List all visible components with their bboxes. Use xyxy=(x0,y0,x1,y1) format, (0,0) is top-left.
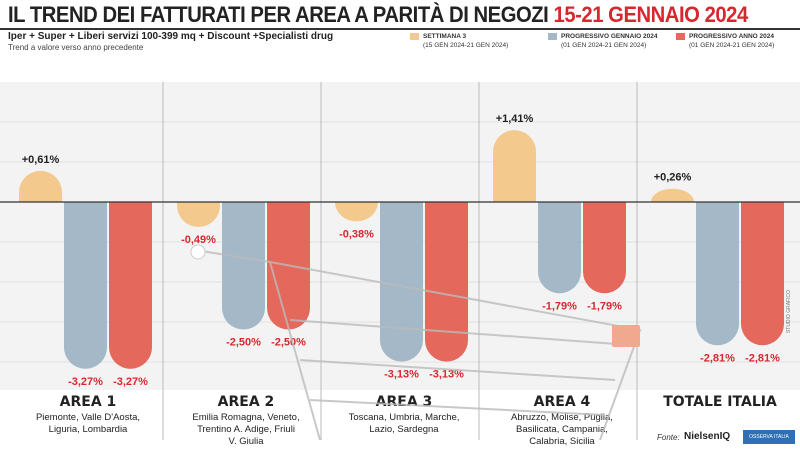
legend-label: PROGRESSIVO GENNAIO 2024 xyxy=(561,33,658,40)
category-label: AREA 3 xyxy=(376,394,433,410)
category-detail: Lazio, Sardegna xyxy=(369,424,439,435)
legend-label: PROGRESSIVO ANNO 2024 xyxy=(689,33,775,40)
bar xyxy=(335,202,378,222)
legend-swatch xyxy=(410,32,419,40)
data-label: -2,81% xyxy=(745,352,780,364)
chart-title: IL TREND DEI FATTURATI PER AREA A PARITÀ… xyxy=(8,2,748,28)
title-date: 15-21 GENNAIO 2024 xyxy=(553,2,749,27)
legend-label: SETTIMANA 3 xyxy=(423,33,467,40)
legend-swatch xyxy=(676,32,685,40)
data-label: -3,27% xyxy=(113,376,148,388)
bar xyxy=(109,202,152,369)
data-label: -2,50% xyxy=(271,337,306,349)
bar-chart: +0,61% -3,27% -3,27% AREA 1 Piemonte, Valle … xyxy=(0,82,800,447)
bar xyxy=(380,202,423,362)
title-text: IL TREND DEI FATTURATI PER AREA A PARITÀ… xyxy=(8,2,549,27)
data-label: -2,81% xyxy=(700,352,735,364)
title-rule xyxy=(0,28,800,30)
bar xyxy=(177,202,220,227)
data-label: +1,41% xyxy=(496,113,534,125)
category-detail: Calabria, Sicilia xyxy=(529,436,595,447)
shopping-cart-icon xyxy=(194,249,642,441)
nielseniq-logo: NielsenIQ xyxy=(684,431,731,442)
bar xyxy=(222,202,265,330)
bar xyxy=(538,202,581,294)
data-label: -3,13% xyxy=(429,369,464,381)
legend-period: (01 GEN 2024-21 GEN 2024) xyxy=(561,42,647,49)
category-detail: Abruzzo, Molise, Puglia, xyxy=(511,412,613,423)
data-label: -3,27% xyxy=(68,376,103,388)
legend-period: (01 GEN 2024-21 GEN 2024) xyxy=(689,42,775,49)
subtitle: Iper + Super + Liberi servizi 100-399 mq… xyxy=(8,31,334,42)
note: Trend a valore verso anno precedente xyxy=(8,43,144,52)
source-label: Fonte: xyxy=(657,433,680,442)
bar xyxy=(583,202,626,294)
bar xyxy=(696,202,739,346)
bar xyxy=(64,202,107,369)
category-label: AREA 2 xyxy=(218,394,275,410)
data-label: -1,79% xyxy=(587,300,622,312)
data-label: -0,38% xyxy=(339,228,374,240)
category-label: AREA 1 xyxy=(60,394,117,410)
bar xyxy=(425,202,468,362)
category-detail: Emilia Romagna, Veneto, xyxy=(192,412,299,423)
bar xyxy=(651,188,694,202)
category-detail: Toscana, Umbria, Marche, xyxy=(349,412,460,423)
category-detail: Liguria, Lombardia xyxy=(49,424,128,435)
data-label: -3,13% xyxy=(384,369,419,381)
data-label: -1,79% xyxy=(542,300,577,312)
category-label: AREA 4 xyxy=(534,394,591,410)
data-label: -0,49% xyxy=(181,234,216,246)
category-label: TOTALE ITALIA xyxy=(663,394,777,410)
cart-handle xyxy=(612,325,640,347)
osserva-italia-logo: OSSERVA ITALIA xyxy=(743,430,795,444)
bar xyxy=(493,130,536,202)
legend-item-0: SETTIMANA 3 (15 GEN 2024-21 GEN 2024) xyxy=(410,32,508,50)
legend-period: (15 GEN 2024-21 GEN 2024) xyxy=(423,42,509,49)
category-detail: Trentino A. Adige, Friuli xyxy=(197,424,295,435)
bar xyxy=(741,202,784,346)
legend-item-1: PROGRESSIVO GENNAIO 2024 (01 GEN 2024-21 … xyxy=(548,32,657,50)
category-detail: Basilicata, Campania, xyxy=(516,424,608,435)
data-label: +0,26% xyxy=(654,172,692,184)
category-detail: Piemonte, Valle D'Aosta, xyxy=(36,412,140,423)
category-detail: V. Giulia xyxy=(228,436,264,447)
legend-item-2: PROGRESSIVO ANNO 2024 (01 GEN 2024-21 GEN… xyxy=(676,32,774,50)
data-label: +0,61% xyxy=(22,154,60,166)
bar xyxy=(19,170,62,202)
legend-swatch xyxy=(548,32,557,40)
cart-wheel xyxy=(190,244,206,260)
data-label: -2,50% xyxy=(226,337,261,349)
credit: STUDIO GRAFICO xyxy=(786,290,792,334)
